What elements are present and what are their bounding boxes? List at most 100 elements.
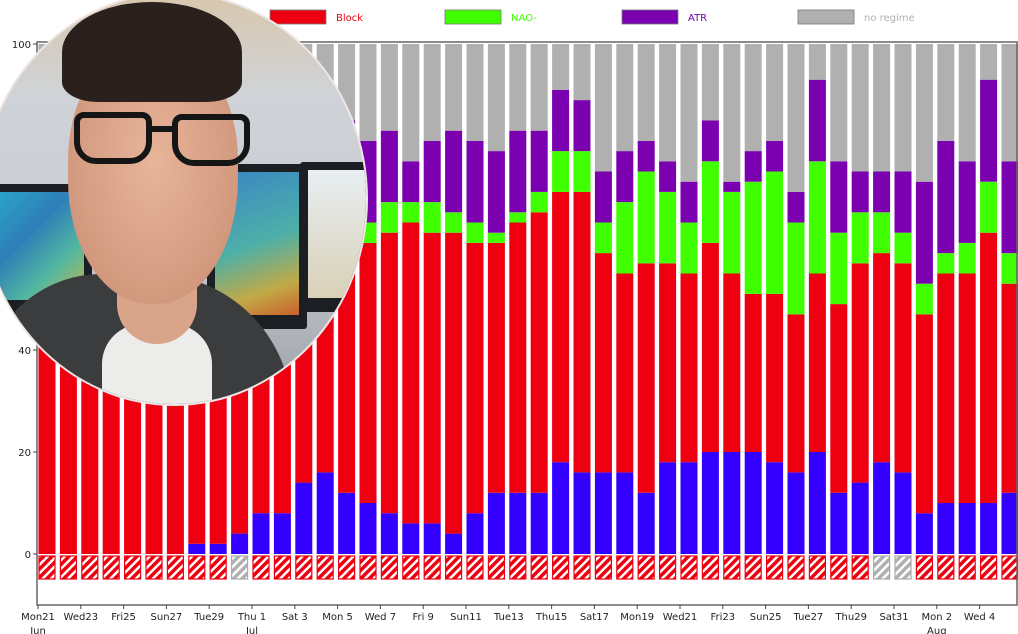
bar-segment-unlabeled — [701, 452, 719, 554]
bar-segment-unlabeled — [295, 482, 313, 554]
month-label: Aug — [927, 626, 947, 634]
y-tick-label: 20 — [18, 448, 31, 459]
bar-segment-atr — [487, 151, 505, 233]
observed-regime-cell — [338, 555, 356, 580]
bar-segment-no-regime — [380, 44, 398, 131]
bar-segment-no-regime — [808, 44, 826, 80]
bar-segment-nao- — [915, 283, 933, 315]
bar-segment-no-regime — [402, 44, 420, 162]
bar-segment-block — [616, 273, 634, 473]
month-label: Jun — [29, 626, 46, 634]
bar-segment-nao- — [552, 151, 570, 192]
observed-regime-cell — [1001, 555, 1018, 580]
observed-regime-cell — [765, 555, 784, 580]
bar-segment-nao- — [894, 232, 912, 264]
x-tick-label: Wed 4 — [964, 612, 995, 623]
observed-regime-cell — [102, 555, 120, 580]
bar-segment-block — [637, 263, 655, 493]
bar-segment-unlabeled — [873, 462, 891, 554]
bar-segment-unlabeled — [402, 523, 420, 554]
observed-regime-cell — [594, 555, 613, 580]
bar-segment-block — [509, 222, 527, 493]
bar-segment-unlabeled — [231, 533, 249, 554]
bar-segment-no-regime — [445, 44, 463, 131]
bar-segment-atr — [873, 171, 891, 213]
x-tick-label: Thu29 — [834, 612, 867, 623]
bar-segment-nao- — [445, 212, 463, 233]
bar-segment-block — [787, 314, 805, 473]
bar-segment-unlabeled — [915, 513, 933, 554]
bar-segment-no-regime — [701, 44, 719, 121]
bar-segment-unlabeled — [188, 543, 206, 554]
bar-segment-unlabeled — [552, 462, 570, 554]
bar-segment-no-regime — [723, 44, 741, 182]
bar-segment-nao- — [958, 242, 976, 274]
bar-segment-atr — [744, 151, 762, 182]
bar-segment-unlabeled — [487, 492, 505, 554]
legend-swatch — [444, 9, 502, 25]
bar-segment-block — [552, 191, 570, 463]
bar-segment-nao- — [616, 202, 634, 274]
bar-segment-no-regime — [787, 44, 805, 192]
bar-segment-unlabeled — [894, 472, 912, 554]
observed-regime-cell — [937, 555, 955, 580]
bar-segment-nao- — [808, 161, 826, 274]
bar-segment-atr — [402, 161, 420, 203]
bar-segment-no-regime — [573, 44, 591, 101]
bar-segment-atr — [594, 171, 612, 223]
bar-segment-atr — [659, 161, 677, 192]
bar-segment-no-regime — [423, 44, 441, 141]
bar-segment-block — [530, 212, 548, 493]
bar-segment-unlabeled — [466, 513, 484, 554]
bar-segment-block — [594, 253, 612, 473]
bar-segment-block — [723, 273, 741, 452]
bars — [38, 44, 1018, 554]
bar-segment-unlabeled — [723, 452, 741, 554]
x-tick-label: Thu 1 — [237, 612, 266, 623]
observed-regime-cell — [509, 555, 527, 580]
bar-segment-unlabeled — [808, 452, 826, 554]
bar-segment-block — [402, 222, 420, 524]
observed-regime-cell — [123, 555, 142, 580]
bar-segment-nao- — [487, 232, 505, 243]
bar-segment-nao- — [701, 161, 719, 243]
bar-segment-no-regime — [873, 44, 891, 172]
observed-regime-cell — [423, 555, 441, 580]
bar-segment-block — [980, 232, 998, 503]
observed-regime-cell — [744, 555, 762, 580]
x-tick-label: Fri23 — [710, 612, 735, 623]
bar-segment-block — [1001, 283, 1018, 493]
monitor-right — [300, 162, 366, 312]
bar-segment-nao- — [723, 191, 741, 274]
bar-segment-atr — [851, 171, 869, 213]
bar-segment-unlabeled — [445, 533, 463, 554]
bar-segment-atr — [423, 140, 441, 203]
bar-segment-unlabeled — [509, 492, 527, 554]
bar-segment-block — [445, 232, 463, 534]
bar-segment-atr — [980, 79, 998, 182]
bar-segment-unlabeled — [359, 503, 377, 554]
bar-segment-unlabeled — [423, 523, 441, 554]
bar-segment-no-regime — [659, 44, 677, 162]
bar-segment-no-regime — [766, 44, 784, 141]
observed-regime-cell — [573, 555, 591, 580]
bar-segment-no-regime — [680, 44, 698, 182]
bar-segment-no-regime — [552, 44, 570, 90]
observed-regime-cell — [616, 555, 634, 580]
bar-segment-nao- — [873, 212, 891, 254]
bar-segment-block — [423, 232, 441, 524]
observed-regime-cell — [295, 555, 313, 580]
legend-swatch — [269, 9, 327, 25]
x-tick-label: Sun25 — [750, 612, 782, 623]
bar-segment-nao- — [937, 253, 955, 274]
bar-segment-atr — [937, 140, 955, 254]
bar-segment-unlabeled — [958, 503, 976, 554]
bar-segment-unlabeled — [980, 503, 998, 554]
observed-regime-cell — [359, 555, 377, 580]
bar-segment-no-regime — [958, 44, 976, 162]
observed-regime-cell — [830, 555, 848, 580]
bar-segment-no-regime — [637, 44, 655, 141]
bar-segment-atr — [509, 130, 527, 213]
bar-segment-unlabeled — [787, 472, 805, 554]
observed-regime-cell — [551, 555, 570, 580]
